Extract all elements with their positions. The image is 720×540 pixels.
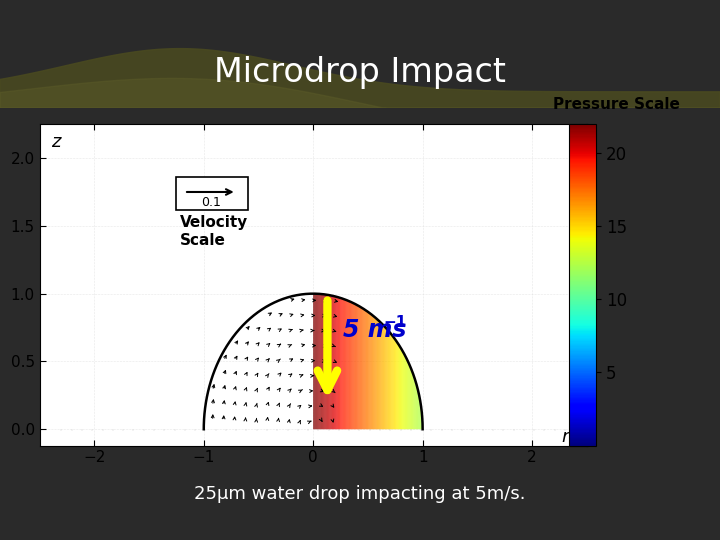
Text: Pressure Scale: Pressure Scale [553, 97, 680, 112]
Text: Microdrop Impact: Microdrop Impact [214, 56, 506, 90]
Text: Velocity: Velocity [180, 215, 248, 230]
Text: 0.1: 0.1 [202, 195, 221, 208]
Text: r: r [561, 428, 569, 447]
Text: 5 ms: 5 ms [343, 318, 406, 342]
Text: z: z [51, 133, 60, 151]
Text: −1: −1 [383, 315, 407, 330]
Bar [176, 177, 248, 210]
Text: 25μm water drop impacting at 5m/s.: 25μm water drop impacting at 5m/s. [194, 485, 526, 503]
Text: Scale: Scale [180, 233, 225, 248]
